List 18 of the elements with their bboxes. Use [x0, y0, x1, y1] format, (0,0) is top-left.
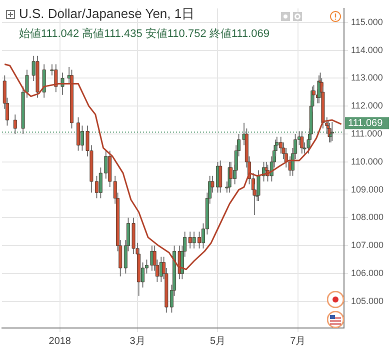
- y-tick-label: 114.000: [351, 44, 383, 55]
- x-tick-label: 7月: [290, 336, 306, 347]
- y-tick-label: 111.000: [351, 128, 382, 138]
- y-tick-label: 115.000: [351, 16, 383, 27]
- x-tick-label: 5月: [210, 336, 226, 347]
- x-tick-label: 3月: [130, 336, 146, 347]
- text: 始値111.042 高値111.435 安値110.752 終値111.069: [19, 26, 270, 41]
- y-tick-label: 107.000: [351, 240, 384, 250]
- y-tick-label: 112.000: [351, 100, 383, 111]
- chart-title: U.S. Dollar/Japanese Yen, 1日: [19, 5, 196, 23]
- ref-line-label: 111.069: [348, 118, 384, 129]
- x-tick-label: 2018: [48, 336, 72, 347]
- y-tick-label: 108.000: [351, 212, 384, 222]
- y-tick-label: 110.000: [351, 156, 383, 166]
- y-tick-label: 113.000: [351, 72, 383, 83]
- y-tick-label: 109.000: [351, 184, 384, 194]
- y-tick-label: 105.000: [351, 296, 384, 306]
- y-tick-label: 106.000: [351, 268, 384, 278]
